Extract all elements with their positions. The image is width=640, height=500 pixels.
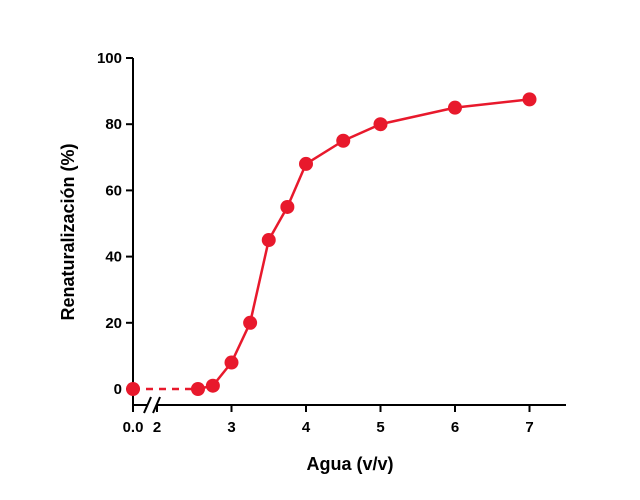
axis-break-mark — [143, 396, 152, 414]
data-point — [522, 92, 537, 107]
y-tick-label: 20 — [105, 315, 122, 332]
data-point — [205, 378, 220, 393]
data-point — [224, 355, 239, 370]
x-tick-label: 3 — [227, 419, 235, 436]
series-points — [126, 92, 537, 396]
data-point — [126, 382, 140, 396]
data-point — [190, 382, 205, 396]
data-point — [336, 133, 351, 148]
x-tick-label: 5 — [376, 419, 384, 436]
x-tick-label: 4 — [302, 419, 311, 436]
data-point — [373, 117, 388, 132]
series-line-segment — [230, 322, 252, 364]
series-line-segment — [380, 106, 456, 126]
series-line-segment — [286, 163, 308, 208]
y-tick-label: 80 — [105, 116, 122, 133]
x-tick-label: 6 — [451, 419, 459, 436]
x-axis-ticks: 0.0 2 3 4 5 6 7 — [123, 405, 534, 436]
data-point — [299, 156, 313, 171]
series-line-segment — [248, 239, 270, 324]
series-lines — [133, 98, 530, 391]
data-point — [448, 100, 462, 115]
data-point — [261, 233, 276, 248]
x-axis-title: Agua (v/v) — [306, 454, 393, 474]
y-tick-label: 0 — [114, 381, 122, 398]
y-tick-label: 40 — [105, 249, 122, 266]
y-tick-label: 60 — [105, 182, 122, 199]
x-tick-label: 7 — [525, 419, 533, 436]
series-line-segment — [454, 98, 530, 109]
x-tick-label: 2 — [153, 419, 161, 436]
series-line-segment — [305, 139, 344, 165]
x-tick-label: 0.0 — [123, 419, 144, 436]
y-tick-label: 100 — [97, 50, 122, 67]
y-axis-ticks: 0 20 40 60 80 100 — [97, 50, 133, 398]
y-axis-title: Renaturalización (%) — [58, 143, 78, 320]
data-point — [243, 315, 258, 330]
data-point — [280, 199, 295, 214]
